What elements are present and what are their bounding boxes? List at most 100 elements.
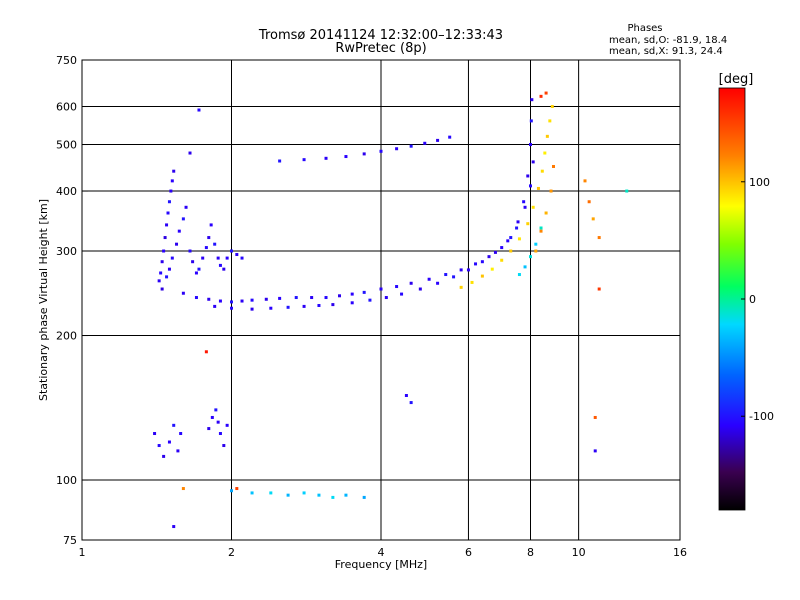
scatter-point [218,299,222,303]
scatter-point [625,189,629,193]
scatter-point [379,149,383,153]
scatter-point [157,279,161,283]
scatter-point [523,205,527,209]
scatter-point [480,260,484,264]
scatter-point [210,415,214,419]
scatter-point [181,217,185,221]
scatter-point [172,169,176,173]
scatter-point [549,189,553,193]
scatter-point [452,275,456,279]
plot-frame [81,59,681,541]
scatter-point [188,249,192,253]
scatter-point [530,98,534,102]
scatter-point [179,432,183,436]
scatter-point [509,236,513,240]
scatter-point [176,449,180,453]
scatter-point [344,155,348,159]
scatter-point [395,147,399,151]
scatter-point [539,229,543,233]
scatter-point [310,296,314,300]
scatter-point [160,260,164,264]
scatter-point [500,246,504,250]
phase-stats-o: mean, sd,O: -81.9, 18.4 [609,35,727,46]
scatter-point [534,242,538,246]
scatter-point [384,296,388,300]
y-tick-label: 400 [56,185,77,198]
scatter-point [544,91,548,95]
scatter-point [409,401,413,405]
scatter-point [278,296,282,300]
scatter-point [163,236,167,240]
scatter-point [436,138,440,142]
scatter-point [218,432,222,436]
scatter-point [269,491,273,495]
scatter-point [544,211,548,215]
scatter-point [516,220,520,224]
scatter-point [167,440,171,444]
scatter-point [448,135,452,139]
scatter-point [350,292,354,296]
scatter-point [302,491,306,495]
chart-title: Tromsø 20141124 12:32:00–12:33:43 [258,28,503,43]
scatter-point [324,156,328,160]
scatter-point [506,239,510,243]
scatter-point [548,119,552,123]
scatter-point [269,306,273,310]
scatter-point [526,174,530,178]
scatter-point [162,249,166,253]
scatter-point [159,271,163,275]
scatter-point [188,151,192,155]
scatter-point [230,489,233,493]
x-tick-label: 1 [79,546,86,559]
scatter-point [240,256,244,260]
scatter-point [517,237,521,241]
scatter-point [317,303,321,307]
x-tick-label: 6 [465,546,472,559]
scatter-point [526,222,530,226]
scatter-point [466,268,470,272]
scatter-point [400,292,404,296]
scatter-point [170,179,174,183]
scatter-point [593,449,597,453]
scatter-point [470,280,474,284]
scatter-point [436,281,440,285]
scatter-point [250,298,254,302]
scatter-point [534,249,538,253]
scatter-point [216,420,220,424]
scatter-point [214,408,218,412]
y-tick-label: 100 [56,474,77,487]
scatter-point [153,432,157,436]
scatter-point [529,255,532,259]
scatter-point [379,287,383,291]
scatter-point [550,105,554,109]
phase-stats-x: mean, sd,X: 91.3, 24.4 [609,46,723,57]
scatter-point [294,296,298,300]
scatter-point [344,493,348,497]
scatter-point [175,242,179,246]
scatter-point [157,444,161,448]
y-tick-label: 300 [56,245,77,258]
scatter-point [474,262,478,266]
x-tick-label: 4 [378,546,385,559]
scatter-point [331,495,335,499]
x-tick-label: 10 [572,546,586,559]
scatter-point [201,256,205,260]
scatter-point [543,151,547,155]
scatter-point [539,94,543,98]
scatter-points [153,91,629,529]
scatter-point [181,487,185,491]
scatter-point [395,285,399,289]
scatter-point [166,211,170,215]
scatter-point [197,267,201,271]
scatter-point [509,249,513,253]
scatter-point [597,287,601,291]
scatter-point [459,285,463,289]
scatter-point [409,281,413,285]
scatter-point [331,303,335,307]
scatter-point [529,119,533,123]
scatter-point [362,152,366,156]
scatter-point [587,200,591,204]
scatter-point [197,108,201,112]
scatter-point [551,164,555,168]
